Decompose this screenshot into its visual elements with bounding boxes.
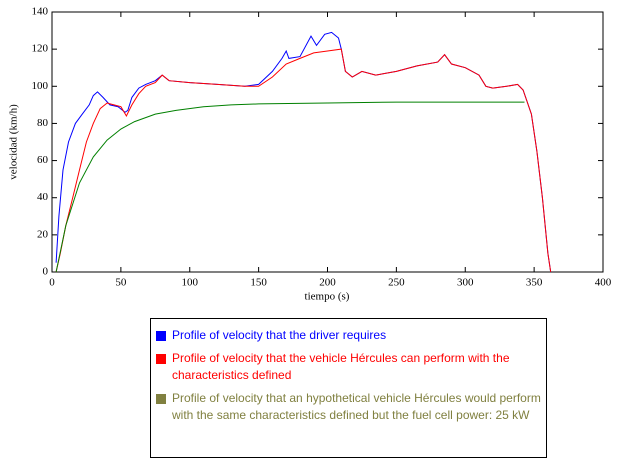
legend-entry: Profile of velocity that the driver requ… — [156, 327, 541, 344]
y-tick-label: 120 — [32, 43, 49, 55]
x-tick-label: 300 — [457, 277, 474, 289]
y-tick-label: 20 — [37, 228, 49, 240]
y-tick-label: 140 — [32, 6, 49, 18]
x-tick-label: 200 — [319, 277, 336, 289]
chart: tiempo (s) velocidad (km/h) 0 50 100 150 200… — [8, 6, 612, 303]
series-line — [55, 48, 552, 273]
x-tick-label: 400 — [595, 277, 612, 289]
legend-swatch — [156, 354, 166, 364]
x-tick-label: 50 — [115, 277, 127, 289]
legend-swatch — [156, 394, 166, 404]
y-axis-label: velocidad (km/h) — [8, 104, 20, 180]
x-tick-label: 350 — [526, 277, 543, 289]
legend: Profile of velocity that the driver requ… — [150, 318, 547, 458]
legend-entry: Profile of velocity that the vehicle Hér… — [156, 350, 541, 384]
legend-swatch — [156, 331, 166, 341]
series-line — [55, 101, 525, 273]
y-tick-label: 40 — [37, 191, 49, 203]
x-tick-label: 150 — [250, 277, 267, 289]
x-tick-label: 250 — [388, 277, 405, 289]
legend-label: Profile of velocity that the vehicle Hér… — [172, 351, 510, 382]
plot-area — [51, 11, 604, 273]
legend-label: Profile of velocity that an hypothetical… — [172, 391, 541, 422]
x-tick-label: 0 — [49, 277, 55, 289]
x-tick-label: 100 — [182, 277, 199, 289]
x-axis-label: tiempo (s) — [305, 291, 350, 303]
y-tick-label: 0 — [43, 266, 49, 278]
y-tick-label: 80 — [37, 117, 49, 129]
y-tick-label: 60 — [37, 154, 49, 166]
legend-entry: Profile of velocity that an hypothetical… — [156, 390, 541, 424]
y-tick-label: 100 — [32, 80, 49, 92]
legend-label: Profile of velocity that the driver requ… — [172, 328, 387, 342]
